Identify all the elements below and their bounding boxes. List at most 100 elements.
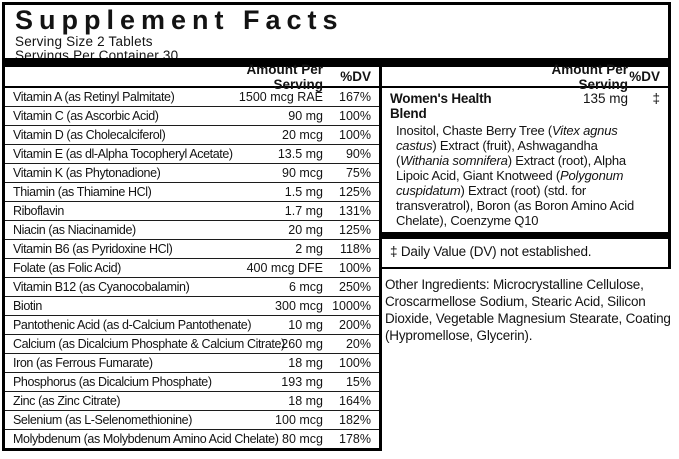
blend-description-segment: ) Extract (fruit), Ashwagandha (: [396, 138, 598, 168]
nutrient-name: Zinc (as Zinc Citrate): [13, 394, 121, 408]
blend-description-segment: ) Extract (root) (std. for transveratrol…: [396, 183, 634, 228]
nutrient-dv: 20%: [345, 337, 371, 351]
amount-column-header: Amount Per Serving: [246, 61, 323, 92]
nutrient-name: Vitamin B6 (as Pyridoxine HCl): [13, 242, 173, 256]
table-row: Vitamin D (as Cholecalciferol) 20 mcg 100%: [5, 125, 379, 144]
nutrient-amount: 2 mg: [295, 242, 323, 256]
blend-panel-header: Amount Per Serving %DV: [382, 62, 668, 92]
nutrient-name: Phosphorus (as Dicalcium Phosphate): [13, 375, 212, 389]
nutrient-amount: 6 mcg: [288, 280, 323, 294]
table-row: Vitamin A (as Retinyl Palmitate) 1500 mcg…: [5, 88, 379, 106]
table-row: Biotin 300 mcg 1000%: [5, 296, 379, 315]
table-row: Vitamin C (as Ascorbic Acid) 90 mg 100%: [5, 106, 379, 125]
nutrient-table-header: Amount Per Serving %DV: [5, 62, 379, 92]
nutrient-amount: 100 mcg: [275, 413, 323, 427]
nutrient-name: Niacin (as Niacinamide): [13, 223, 136, 237]
nutrient-name: Riboflavin: [13, 204, 64, 218]
blend-dv-dagger: ‡: [652, 91, 660, 106]
nutrient-rows: Vitamin A (as Retinyl Palmitate) 1500 mcg…: [5, 88, 379, 448]
nutrient-dv: 178%: [339, 432, 371, 446]
nutrient-amount: 20 mcg: [282, 128, 323, 142]
blend-title-row: Women's Health Blend 135 mg ‡: [382, 88, 668, 121]
table-row: Selenium (as L-Selenomethionine) 100 mcg 1…: [5, 410, 379, 429]
other-ingredients: Other Ingredients: Microcrystalline Cell…: [385, 277, 671, 343]
dv-column-header: %DV: [340, 69, 371, 84]
nutrient-amount: 1.7 mg: [284, 204, 323, 218]
table-row: Thiamin (as Thiamine HCl) 1.5 mg 125%: [5, 182, 379, 201]
table-row: Niacin (as Niacinamide) 20 mg 125%: [5, 220, 379, 239]
table-row: Vitamin B12 (as Cyanocobalamin) 6 mcg 250%: [5, 277, 379, 296]
nutrient-amount: 260 mg: [281, 337, 323, 351]
nutrient-amount: 18 mg: [288, 394, 323, 408]
nutrient-name: Iron (as Ferrous Fumarate): [13, 356, 153, 370]
table-row: Vitamin K (as Phytonadione) 90 mcg 75%: [5, 163, 379, 182]
nutrient-amount: 400 mcg DFE: [246, 261, 323, 275]
table-row: Folate (as Folic Acid) 400 mcg DFE 100%: [5, 258, 379, 277]
nutrient-name: Vitamin C (as Ascorbic Acid): [13, 109, 159, 123]
table-row: Calcium (as Dicalcium Phosphate & Calciu…: [5, 334, 379, 353]
table-row: Iron (as Ferrous Fumarate) 18 mg 100%: [5, 353, 379, 372]
blend-description-segment: Withania somnifera: [400, 153, 508, 168]
nutrient-dv: 100%: [339, 128, 371, 142]
nutrient-amount: 90 mcg: [282, 166, 323, 180]
nutrient-amount: 80 mcg: [282, 432, 323, 446]
table-row: Zinc (as Zinc Citrate) 18 mg 164%: [5, 391, 379, 410]
nutrient-dv: 118%: [339, 242, 371, 256]
dv-footnote: ‡ Daily Value (DV) not established.: [390, 244, 592, 259]
nutrient-name: Vitamin K (as Phytonadione): [13, 166, 161, 180]
nutrient-dv: 164%: [339, 394, 371, 408]
thick-divider-bar: [382, 232, 668, 239]
nutrient-dv: 1000%: [332, 299, 371, 313]
amount-column-header: Amount Per Serving: [551, 61, 628, 92]
nutrient-dv: 125%: [339, 185, 371, 199]
nutrient-name: Vitamin D (as Cholecalciferol): [13, 128, 166, 142]
nutrient-amount: 300 mcg: [275, 299, 323, 313]
nutrient-table: Amount Per Serving %DV Vitamin A (as Ret…: [2, 62, 382, 451]
nutrient-dv: 200%: [339, 318, 371, 332]
blend-description-segment: ) Extract (root), Alpha Lipoic Acid, Gia…: [396, 153, 626, 183]
table-row: Riboflavin 1.7 mg 131%: [5, 201, 379, 220]
blend-description-segment: Vitex agnus castus: [396, 123, 618, 153]
nutrient-amount: 193 mg: [281, 375, 323, 389]
nutrient-dv: 125%: [339, 223, 371, 237]
thick-divider-bar: [2, 58, 671, 67]
table-row: Vitamin E (as dl-Alpha Tocopheryl Acetat…: [5, 144, 379, 163]
nutrient-amount: 10 mg: [288, 318, 323, 332]
nutrient-name: Molybdenum (as Molybdenum Amino Acid Che…: [13, 432, 279, 446]
blend-amount: 135 mg: [582, 91, 628, 106]
nutrient-dv: 131%: [339, 204, 371, 218]
blend-panel: Amount Per Serving %DV Women's Health Bl…: [382, 62, 671, 269]
nutrient-dv: 100%: [339, 109, 371, 123]
dv-column-header: %DV: [629, 69, 660, 84]
blend-description-segment: Inositol, Chaste Berry Tree (: [396, 123, 553, 138]
nutrient-dv: 167%: [339, 90, 371, 104]
nutrient-amount: 90 mg: [288, 109, 323, 123]
nutrient-name: Biotin: [13, 299, 42, 313]
label-header: Supplement Facts Serving Size 2 Tablets …: [2, 2, 671, 62]
blend-name: Women's Health Blend: [390, 91, 492, 121]
page-title: Supplement Facts: [15, 5, 344, 35]
nutrient-amount: 1500 mcg RAE: [238, 90, 323, 104]
nutrient-name: Folate (as Folic Acid): [13, 261, 121, 275]
nutrient-dv: 182%: [339, 413, 371, 427]
nutrient-amount: 18 mg: [288, 356, 323, 370]
nutrient-name: Thiamin (as Thiamine HCl): [13, 185, 152, 199]
table-row: Pantothenic Acid (as d-Calcium Pantothen…: [5, 315, 379, 334]
nutrient-dv: 100%: [339, 261, 371, 275]
nutrient-dv: 75%: [345, 166, 371, 180]
nutrient-name: Selenium (as L-Selenomethionine): [13, 413, 192, 427]
serving-size: Serving Size 2 Tablets: [15, 34, 153, 49]
table-row: Vitamin B6 (as Pyridoxine HCl) 2 mg 118%: [5, 239, 379, 258]
nutrient-dv: 250%: [339, 280, 371, 294]
nutrient-name: Vitamin E (as dl-Alpha Tocopheryl Acetat…: [13, 147, 233, 161]
nutrient-amount: 1.5 mg: [284, 185, 323, 199]
table-row: Phosphorus (as Dicalcium Phosphate) 193 m…: [5, 372, 379, 391]
nutrient-amount: 20 mg: [288, 223, 323, 237]
blend-description-segment: Polygonum cuspidatum: [396, 168, 624, 198]
nutrient-name: Vitamin B12 (as Cyanocobalamin): [13, 280, 190, 294]
nutrient-name: Calcium (as Dicalcium Phosphate & Calciu…: [13, 337, 285, 351]
nutrient-name: Vitamin A (as Retinyl Palmitate): [13, 90, 175, 104]
nutrient-dv: 15%: [345, 375, 371, 389]
nutrient-name: Pantothenic Acid (as d-Calcium Pantothen…: [13, 318, 252, 332]
